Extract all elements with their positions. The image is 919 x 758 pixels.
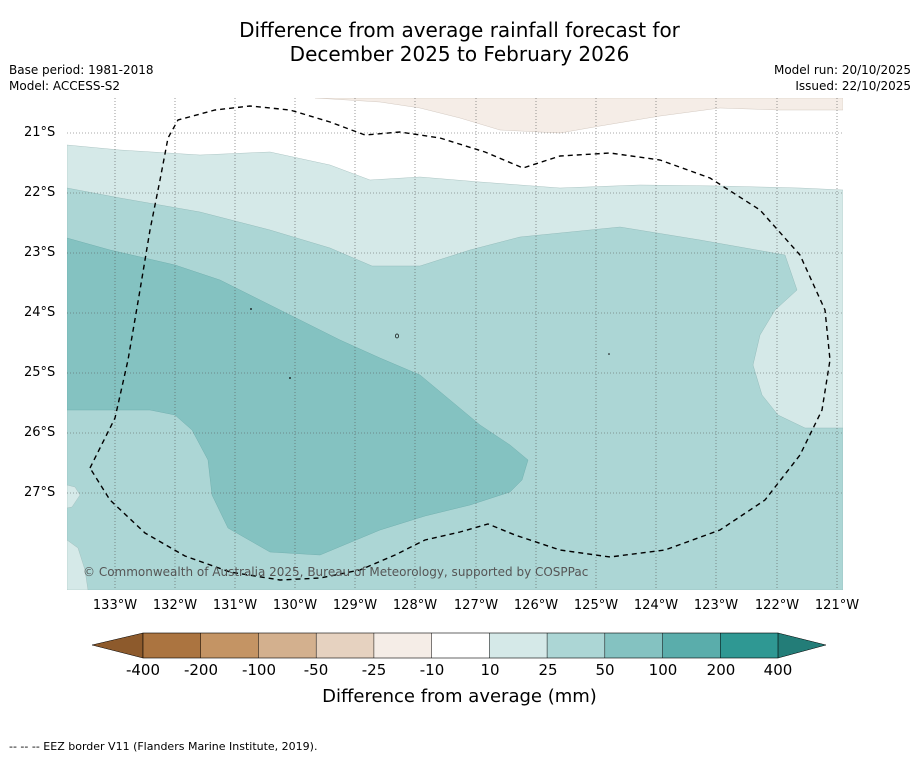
colorbar-tick-label: 200 [706, 661, 736, 679]
lon-label: 130°W [272, 598, 318, 613]
lat-label: 22°S [24, 185, 56, 200]
map-area[interactable] [67, 98, 843, 590]
colorbar-tick-label: 25 [538, 661, 558, 679]
colorbar-tick-label: 400 [763, 661, 793, 679]
colorbar-tick-label: 50 [595, 661, 615, 679]
model-name: Model: ACCESS-S2 [9, 79, 121, 93]
colorbar-border [142, 632, 779, 659]
colorbar-segment [431, 633, 490, 658]
lon-label: 126°W [513, 598, 559, 613]
rain-below-average-region [314, 98, 843, 134]
rain-10-25-patch-bottom [67, 539, 89, 590]
colorbar [91, 632, 827, 659]
lon-label: 128°W [392, 598, 438, 613]
colorbar-segment [489, 633, 548, 658]
rain-50-100-region [67, 237, 529, 556]
title-line-1: Difference from average rainfall forecas… [239, 18, 680, 42]
copyright-notice: © Commonwealth of Australia 2025, Bureau… [83, 565, 589, 579]
colorbar-segment [720, 633, 779, 658]
lat-label: 23°S [24, 245, 56, 260]
colorbar-segment [143, 633, 202, 658]
lon-label: 129°W [332, 598, 378, 613]
issued-date: Issued: 22/10/2025 [795, 79, 911, 93]
lon-label: 132°W [152, 598, 198, 613]
colorbar-title: Difference from average (mm) [322, 686, 597, 707]
colorbar-segment [316, 633, 375, 658]
island-marker [289, 377, 291, 379]
base-period: Base period: 1981-2018 [9, 63, 154, 77]
eez-border-line [89, 105, 831, 581]
meta-right: Model run: 20/10/2025 Issued: 22/10/2025 [774, 62, 911, 94]
colorbar-segment [258, 633, 317, 658]
chart-title: Difference from average rainfall forecas… [0, 18, 919, 66]
rain-10-25-patch-left [67, 484, 81, 509]
colorbar-segment [373, 633, 432, 658]
title-line-2: December 2025 to February 2026 [289, 42, 630, 66]
colorbar-tick-label: -10 [419, 661, 445, 679]
colorbar-tick-label: -100 [241, 661, 277, 679]
colorbar-segment [662, 633, 721, 658]
lat-label: 24°S [24, 305, 56, 320]
lon-label: 131°W [212, 598, 258, 613]
colorbar-segment [604, 633, 663, 658]
colorbar-segment [547, 633, 606, 658]
lon-label: 121°W [814, 598, 860, 613]
island-marker [250, 308, 252, 310]
colorbar-tick-label: 10 [480, 661, 500, 679]
colorbar-under-arrow [91, 632, 144, 659]
eez-footnote: -- -- -- EEZ border V11 (Flanders Marine… [9, 740, 318, 753]
lon-label: 122°W [754, 598, 800, 613]
colorbar-tick-label: 100 [648, 661, 678, 679]
meta-left: Base period: 1981-2018 Model: ACCESS-S2 [9, 62, 154, 94]
colorbar-tick-label: -50 [303, 661, 329, 679]
colorbar-over-arrow [777, 632, 827, 659]
model-run: Model run: 20/10/2025 [773, 63, 911, 77]
lat-label: 26°S [24, 425, 56, 440]
grid-lines [67, 98, 843, 590]
lon-label: 127°W [453, 598, 499, 613]
lon-label: 124°W [633, 598, 679, 613]
colorbar-tick-label: -25 [361, 661, 387, 679]
lon-label: 133°W [92, 598, 138, 613]
lat-label: 27°S [24, 485, 56, 500]
colorbar-tick-label: -200 [183, 661, 219, 679]
colorbar-tick-label: -400 [125, 661, 161, 679]
lat-label: 21°S [24, 125, 56, 140]
island-marker [608, 353, 610, 355]
island-marker [395, 333, 399, 339]
colorbar-segment [200, 633, 259, 658]
lon-label: 125°W [573, 598, 619, 613]
lon-label: 123°W [693, 598, 739, 613]
lat-label: 25°S [24, 365, 56, 380]
